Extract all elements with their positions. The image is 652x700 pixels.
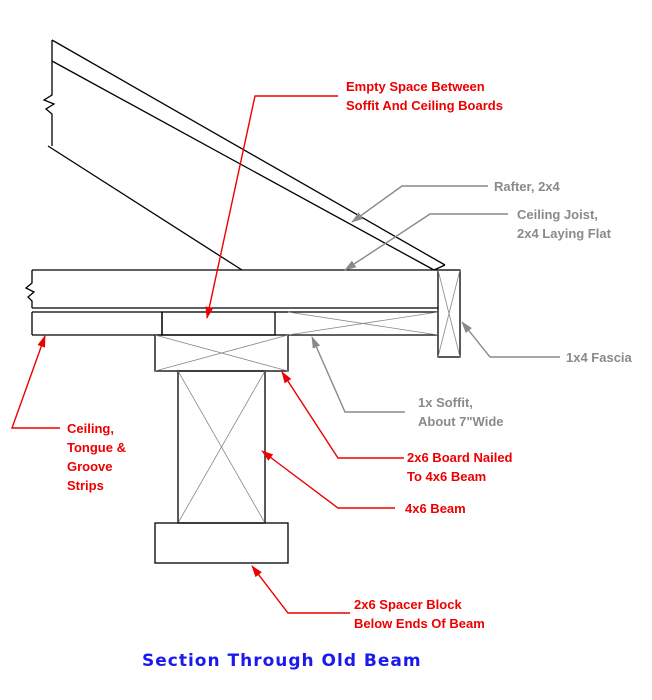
soffit-board <box>161 311 276 336</box>
label-ceiling-joist: Ceiling Joist, 2x4 Laying Flat <box>517 207 611 241</box>
label-fascia: 1x4 Fascia <box>566 350 632 365</box>
label-soffit: 1x Soffit, About 7"Wide <box>418 395 504 429</box>
fascia-board <box>437 269 461 358</box>
ceiling-joist <box>24 269 438 309</box>
beam-4x6 <box>177 370 266 524</box>
red-leaders <box>11 95 404 614</box>
board-2x6 <box>154 334 289 372</box>
label-board-2x6: 2x6 Board Nailed To 4x6 Beam <box>407 450 513 484</box>
spacer-block <box>154 522 289 564</box>
label-beam-4x6: 4x6 Beam <box>405 501 466 516</box>
ceiling-strips <box>31 311 288 336</box>
label-ceiling: Ceiling, Tongue & Groove Strips <box>67 421 126 493</box>
label-spacer-block: 2x6 Spacer Block Below Ends Of Beam <box>354 597 485 631</box>
gray-leaders <box>311 185 560 413</box>
rafter <box>42 39 446 271</box>
soffit-space <box>287 311 439 336</box>
label-rafter: Rafter, 2x4 <box>494 179 560 194</box>
label-empty-space: Empty Space Between Soffit And Ceiling B… <box>346 79 503 113</box>
diagram-title: Section Through Old Beam <box>142 651 422 671</box>
